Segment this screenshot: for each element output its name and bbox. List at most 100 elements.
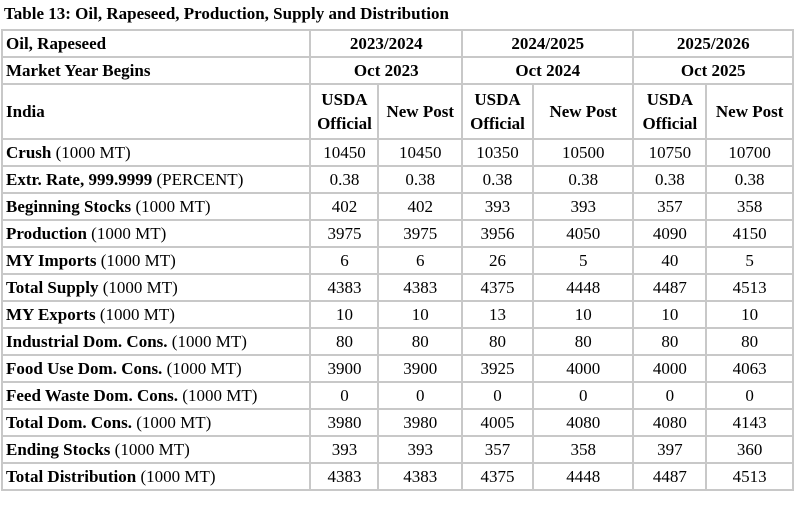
value-cell: 80 — [377, 327, 464, 356]
row-label-name: Ending Stocks — [6, 439, 111, 459]
row-label-name: Crush — [6, 142, 52, 162]
value-cell: 4375 — [461, 462, 534, 491]
value-cell: 393 — [461, 192, 534, 221]
row-label-unit: (1000 MT) — [95, 304, 175, 324]
value-cell: 4487 — [632, 462, 708, 491]
value-cell: 80 — [309, 327, 380, 356]
table-row: Total Dom. Cons. (1000 MT) 3980 3980 4005 40… — [0, 408, 794, 437]
header-row-begins: Market Year Begins Oct 2023 Oct 2024 Oct… — [0, 56, 794, 85]
row-label: Food Use Dom. Cons. (1000 MT) — [0, 354, 312, 383]
value-cell: 4513 — [705, 462, 794, 491]
table-row: Beginning Stocks (1000 MT) 402 402 393 393 35… — [0, 192, 794, 221]
value-cell: 4383 — [377, 273, 464, 302]
row-label-name: Extr. Rate, 999.9999 — [6, 169, 153, 189]
value-cell: 10 — [705, 300, 794, 329]
value-cell: 3980 — [309, 408, 380, 437]
row-label: Production (1000 MT) — [0, 219, 312, 248]
row-label-name: Total Distribution — [6, 466, 137, 486]
row-label: Total Distribution (1000 MT) — [0, 462, 312, 491]
value-cell: 10350 — [461, 138, 534, 167]
row-label-unit: (1000 MT) — [136, 466, 216, 486]
value-cell: 0 — [309, 381, 380, 410]
table-row: Food Use Dom. Cons. (1000 MT) 3900 3900 392… — [0, 354, 794, 383]
value-cell: 80 — [461, 327, 534, 356]
value-cell: 0 — [461, 381, 534, 410]
new-post-header: New Post — [531, 83, 635, 140]
value-cell: 393 — [377, 435, 464, 464]
value-cell: 4383 — [309, 462, 380, 491]
value-cell: 80 — [705, 327, 794, 356]
row-label-unit: (1000 MT) — [131, 196, 211, 216]
table-row: Ending Stocks (1000 MT) 393 393 357 358 397 36… — [0, 435, 794, 464]
value-cell: 0.38 — [705, 165, 794, 194]
table-row: Production (1000 MT) 3975 3975 3956 4050 4090… — [0, 219, 794, 248]
value-cell: 0 — [632, 381, 708, 410]
table-title: Table 13: Oil, Rapeseed, Production, Sup… — [4, 4, 449, 23]
row-label-name: Industrial Dom. Cons. — [6, 331, 168, 351]
value-cell: 40 — [632, 246, 708, 275]
value-cell: 10450 — [377, 138, 464, 167]
row-label: Ending Stocks (1000 MT) — [0, 435, 312, 464]
value-cell: 357 — [632, 192, 708, 221]
value-cell: 393 — [309, 435, 380, 464]
psd-table: Oil, Rapeseed 2023/2024 2024/2025 2025/2… — [0, 29, 794, 491]
value-cell: 0 — [705, 381, 794, 410]
row-label-name: Total Dom. Cons. — [6, 412, 132, 432]
row-label-name: MY Exports — [6, 304, 96, 324]
value-cell: 13 — [461, 300, 534, 329]
value-cell: 4448 — [531, 462, 635, 491]
value-cell: 0 — [531, 381, 635, 410]
table-row: Total Distribution (1000 MT) 4383 4383 4375… — [0, 462, 794, 491]
value-cell: 3975 — [377, 219, 464, 248]
value-cell: 4050 — [531, 219, 635, 248]
value-cell: 4005 — [461, 408, 534, 437]
row-label-unit: (1000 MT) — [96, 250, 176, 270]
year-header: 2024/2025 — [461, 29, 635, 58]
value-cell: 6 — [377, 246, 464, 275]
value-cell: 10 — [377, 300, 464, 329]
row-label: Crush (1000 MT) — [0, 138, 312, 167]
usda-official-header: USDA Official — [461, 83, 534, 140]
year-header: 2023/2024 — [309, 29, 464, 58]
value-cell: 4383 — [377, 462, 464, 491]
row-label: MY Imports (1000 MT) — [0, 246, 312, 275]
row-label: Total Supply (1000 MT) — [0, 273, 312, 302]
value-cell: 4090 — [632, 219, 708, 248]
value-cell: 4375 — [461, 273, 534, 302]
value-cell: 4513 — [705, 273, 794, 302]
row-label: MY Exports (1000 MT) — [0, 300, 312, 329]
row-label-unit: (1000 MT) — [178, 385, 258, 405]
value-cell: 5 — [705, 246, 794, 275]
table-row: Industrial Dom. Cons. (1000 MT) 80 80 80 80 8… — [0, 327, 794, 356]
official-text: Official — [470, 113, 525, 133]
row-label-unit: (1000 MT) — [86, 223, 167, 243]
begins-header: Oct 2025 — [632, 56, 794, 85]
row-label-unit: (1000 MT) — [167, 331, 247, 351]
row-label-unit: (PERCENT) — [152, 169, 244, 189]
value-cell: 358 — [705, 192, 794, 221]
table-row: Crush (1000 MT) 10450 10450 10350 10500 10750… — [0, 138, 794, 167]
begins-header: Oct 2023 — [309, 56, 464, 85]
new-post-header: New Post — [705, 83, 794, 140]
row-label-unit: (1000 MT) — [110, 439, 190, 459]
row-label-name: Total Supply — [6, 277, 99, 297]
value-cell: 10 — [531, 300, 635, 329]
market-year-label: Market Year Begins — [0, 56, 312, 85]
value-cell: 3925 — [461, 354, 534, 383]
table-row: MY Imports (1000 MT) 6 6 26 5 40 5 — [0, 246, 794, 275]
table-row: Total Supply (1000 MT) 4383 4383 4375 4448 44… — [0, 273, 794, 302]
row-label-unit: (1000 MT) — [131, 412, 212, 432]
header-row-source: India USDA Official New Post USDA Official Ne… — [0, 83, 794, 140]
value-cell: 4080 — [632, 408, 708, 437]
value-cell: 0 — [377, 381, 464, 410]
value-cell: 10450 — [309, 138, 380, 167]
value-cell: 4000 — [531, 354, 635, 383]
begins-header: Oct 2024 — [461, 56, 635, 85]
usda-text: USDA — [321, 89, 368, 109]
value-cell: 4383 — [309, 273, 380, 302]
value-cell: 4000 — [632, 354, 708, 383]
value-cell: 402 — [309, 192, 380, 221]
row-label: Beginning Stocks (1000 MT) — [0, 192, 312, 221]
value-cell: 10700 — [705, 138, 794, 167]
row-label-unit: (1000 MT) — [162, 358, 242, 378]
